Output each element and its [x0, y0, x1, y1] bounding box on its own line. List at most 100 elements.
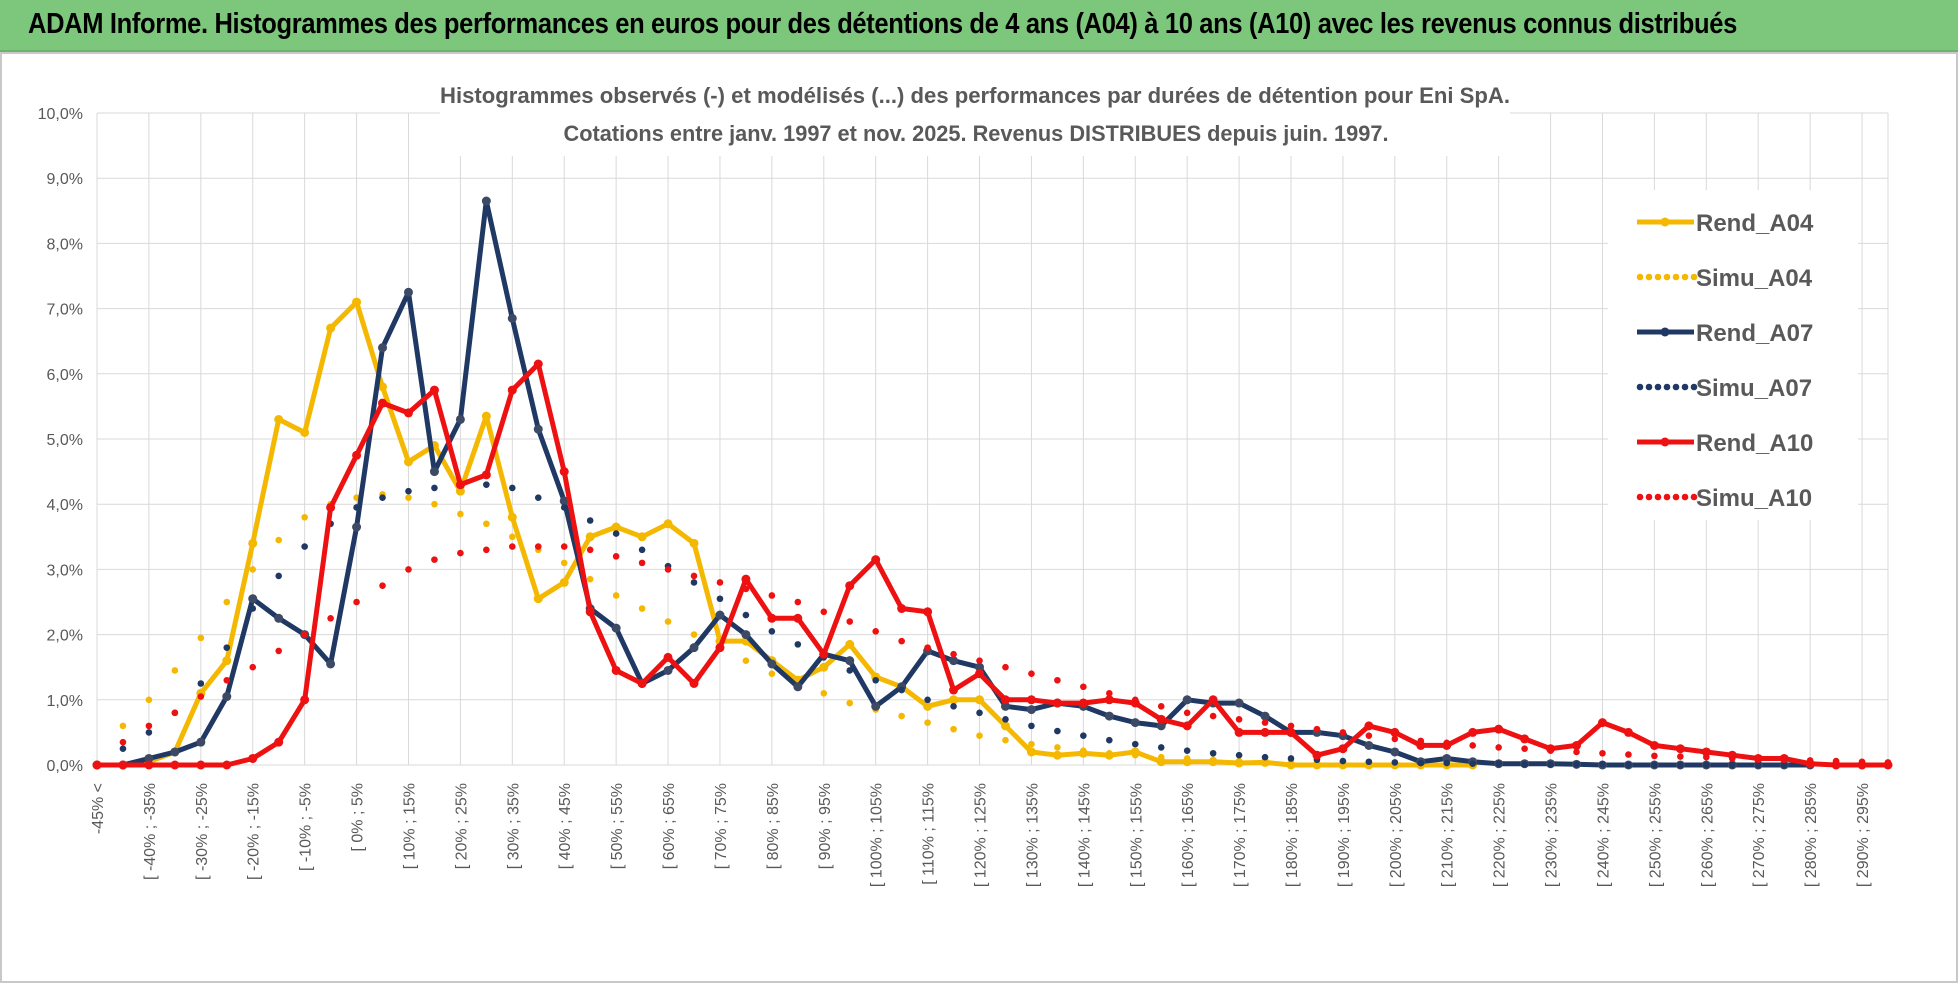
point-rend-a04 [248, 538, 258, 548]
point-rend-a04 [1026, 747, 1036, 757]
x-tick-label: [ 160% ; 165% [1180, 783, 1197, 887]
point-simu-a04 [820, 689, 828, 697]
point-rend-a07 [1026, 705, 1036, 715]
legend-swatch [1663, 383, 1671, 391]
point-rend-a07 [1104, 711, 1114, 721]
point-simu-a10 [664, 566, 672, 573]
y-tick-label: 8,0% [47, 236, 83, 253]
x-tick-label: [ 40% ; 45% [557, 783, 574, 869]
point-simu-a04 [509, 533, 516, 541]
point-simu-a07 [1235, 751, 1243, 759]
x-tick-label: [ 170% ; 175% [1232, 783, 1249, 887]
point-simu-a04 [742, 657, 750, 664]
point-rend-a10 [300, 695, 310, 705]
point-simu-a04 [898, 712, 905, 720]
legend-swatch [1636, 273, 1644, 281]
point-rend-a10 [585, 607, 595, 617]
point-rend-a07 [378, 343, 388, 353]
point-simu-a07 [1780, 761, 1788, 769]
point-rend-a10 [1494, 724, 1504, 734]
point-simu-a10 [1884, 759, 1892, 766]
point-rend-a07 [1260, 711, 1270, 721]
point-rend-a10 [326, 502, 336, 512]
point-rend-a07 [559, 496, 569, 506]
legend-swatch [1681, 273, 1689, 281]
legend-swatch [1690, 383, 1698, 391]
legend-label: Rend_A04 [1696, 210, 1814, 237]
point-simu-a10 [1858, 758, 1866, 766]
point-rend-a10 [1286, 727, 1296, 737]
point-rend-a10 [1260, 727, 1270, 737]
point-simu-a04 [924, 719, 931, 726]
x-tick-label: [ 210% ; 215% [1440, 783, 1457, 887]
point-simu-a10 [1391, 735, 1399, 743]
point-simu-a10 [742, 585, 750, 593]
x-tick-label: -45% < [90, 783, 107, 834]
point-rend-a07 [144, 753, 154, 763]
x-tick-label: [ 110% ; 115% [921, 783, 938, 885]
point-simu-a04 [1183, 755, 1191, 762]
point-simu-a10 [976, 657, 983, 664]
point-rend-a10 [1364, 721, 1374, 731]
point-simu-a07 [1002, 716, 1009, 723]
point-simu-a04 [223, 598, 231, 606]
point-simu-a07 [1677, 761, 1684, 769]
point-simu-a04 [483, 520, 490, 528]
legend-swatch [1636, 493, 1644, 501]
point-rend-a07 [455, 414, 465, 424]
point-simu-a07 [119, 745, 127, 752]
point-rend-a07 [403, 287, 413, 297]
x-tick-label: [ 130% ; 135% [1024, 783, 1041, 887]
point-rend-a07 [871, 701, 881, 711]
x-tick-label: [ 100% ; 105% [869, 783, 886, 887]
point-simu-a10 [275, 647, 282, 655]
point-rend-a10 [975, 669, 985, 679]
report-banner: ADAM Informe. Histogrammes des performan… [0, 0, 1958, 52]
point-simu-a07 [1573, 761, 1580, 768]
point-simu-a07 [1443, 759, 1451, 767]
point-simu-a07 [560, 504, 568, 511]
point-rend-a07 [326, 659, 336, 669]
legend-item-rend-a04: Rend_A04 [1637, 210, 1814, 237]
point-rend-a07 [352, 522, 362, 532]
point-rend-a10 [1338, 744, 1348, 754]
legend-item-simu-a10: Simu_A10 [1636, 485, 1812, 512]
point-rend-a10 [352, 450, 362, 460]
point-rend-a04 [222, 656, 232, 666]
point-rend-a04 [352, 297, 362, 307]
x-tick-label: [ 220% ; 225% [1492, 783, 1509, 887]
point-simu-a04 [1131, 751, 1139, 759]
point-simu-a07 [716, 595, 724, 603]
point-rend-a10 [923, 607, 933, 617]
point-rend-a04 [819, 662, 829, 672]
point-rend-a10 [767, 613, 777, 623]
point-rend-a10 [1208, 695, 1218, 705]
point-simu-a07 [898, 686, 905, 694]
point-simu-a10 [1625, 751, 1632, 758]
point-simu-a10 [1002, 663, 1009, 671]
legend-marker [1660, 327, 1670, 337]
point-simu-a04 [431, 500, 438, 508]
point-simu-a10 [690, 572, 698, 580]
point-rend-a10 [1234, 727, 1244, 737]
point-rend-a10 [144, 760, 154, 770]
legend-swatch [1690, 273, 1698, 281]
point-simu-a07 [1028, 722, 1035, 730]
point-simu-a10 [1028, 670, 1035, 678]
y-tick-label: 10,0% [38, 106, 83, 123]
legend-swatch [1645, 383, 1653, 391]
x-tick-label: [ 80% ; 85% [765, 783, 782, 869]
point-rend-a10 [248, 753, 258, 763]
point-simu-a10 [872, 628, 879, 635]
point-rend-a10 [715, 643, 725, 653]
point-simu-a07 [1365, 758, 1373, 766]
y-tick-label: 4,0% [47, 497, 83, 514]
point-simu-a10 [1547, 747, 1554, 754]
x-tick-label: [ 0% ; 5% [350, 783, 367, 851]
point-simu-a07 [1495, 760, 1502, 767]
point-rend-a07 [196, 737, 206, 747]
x-tick-label: [ 150% ; 155% [1128, 783, 1145, 887]
point-rend-a07 [1130, 718, 1140, 728]
x-tick-label: [ 190% ; 195% [1336, 783, 1353, 887]
point-rend-a10 [455, 480, 465, 490]
